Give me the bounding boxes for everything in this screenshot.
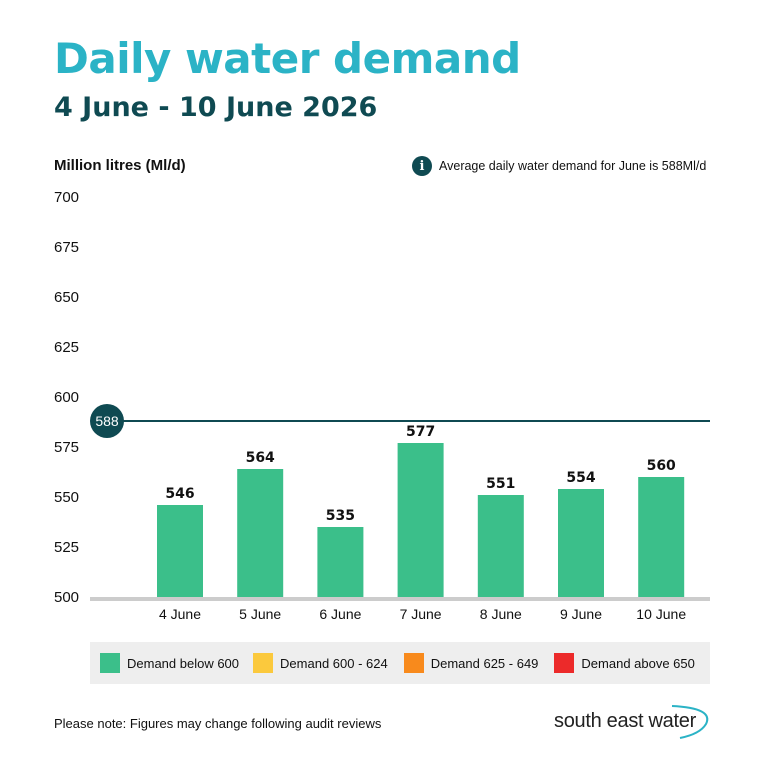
bar [477, 495, 524, 597]
bar-value-label: 577 [406, 424, 435, 440]
bar-value-label: 546 [165, 486, 194, 502]
bar-value-label: 560 [647, 458, 676, 474]
x-tick-label: 7 June [400, 606, 442, 622]
bar [237, 469, 284, 597]
legend-item: Demand 625 - 649 [403, 653, 539, 673]
average-info-text: Average daily water demand for June is 5… [439, 159, 707, 173]
legend: Demand below 600 Demand 600 - 624 Demand 6… [90, 642, 710, 684]
legend-swatch [253, 653, 274, 673]
legend-swatch [403, 653, 424, 673]
x-tick-label: 6 June [319, 606, 361, 622]
bar-value-label: 564 [246, 450, 275, 466]
legend-label: Demand above 650 [581, 655, 695, 671]
y-tick-label: 675 [54, 239, 79, 256]
bar-chart: 700 675 650 625 600 575 550 525 500 546 4 June 564 5… [54, 189, 710, 622]
logo-swoosh-icon [671, 705, 709, 739]
x-tick-label: 8 June [480, 606, 522, 622]
bar [638, 477, 685, 597]
y-tick-label: 525 [54, 539, 79, 556]
legend-label: Demand below 600 [127, 655, 240, 671]
average-info: i Average daily water demand for June is… [412, 156, 706, 176]
bar [157, 505, 203, 597]
bar [317, 527, 364, 597]
y-tick-label: 700 [54, 189, 79, 206]
legend-item: Demand above 650 [554, 653, 695, 673]
y-tick-label: 550 [54, 489, 79, 506]
y-tick-label: 600 [54, 389, 79, 406]
legend-item: Demand below 600 [100, 653, 239, 673]
bar [558, 489, 604, 597]
bar-value-label: 554 [566, 470, 595, 486]
logo-text: south east water [554, 710, 696, 732]
bar-value-label: 535 [326, 508, 355, 524]
average-marker-label: 588 [95, 413, 119, 429]
x-tick-label: 10 June [636, 606, 686, 622]
x-tick-label: 9 June [560, 606, 602, 622]
y-tick-label: 625 [54, 339, 79, 356]
legend-item: Demand 600 - 624 [253, 653, 388, 673]
chart-subtitle: 4 June - 10 June 2026 [54, 92, 378, 123]
y-tick-label: 575 [54, 439, 79, 456]
legend-label: Demand 625 - 649 [430, 655, 539, 671]
legend-label: Demand 600 - 624 [280, 655, 388, 671]
y-tick-label: 650 [54, 289, 79, 306]
y-axis-label: Million litres (Ml/d) [54, 157, 186, 174]
x-tick-label: 5 June [239, 606, 281, 622]
south-east-water-logo: south east water [554, 700, 714, 740]
legend-swatch [554, 653, 575, 673]
bar-value-label: 551 [486, 476, 515, 492]
x-tick-label: 4 June [159, 606, 201, 622]
bar [397, 443, 444, 597]
legend-swatch [100, 653, 120, 673]
footer-note: Please note: Figures may change followin… [54, 716, 382, 731]
chart-title: Daily water demand [54, 34, 521, 83]
average-marker [90, 404, 124, 438]
y-tick-label: 500 [54, 589, 79, 606]
info-icon: i [412, 156, 432, 176]
